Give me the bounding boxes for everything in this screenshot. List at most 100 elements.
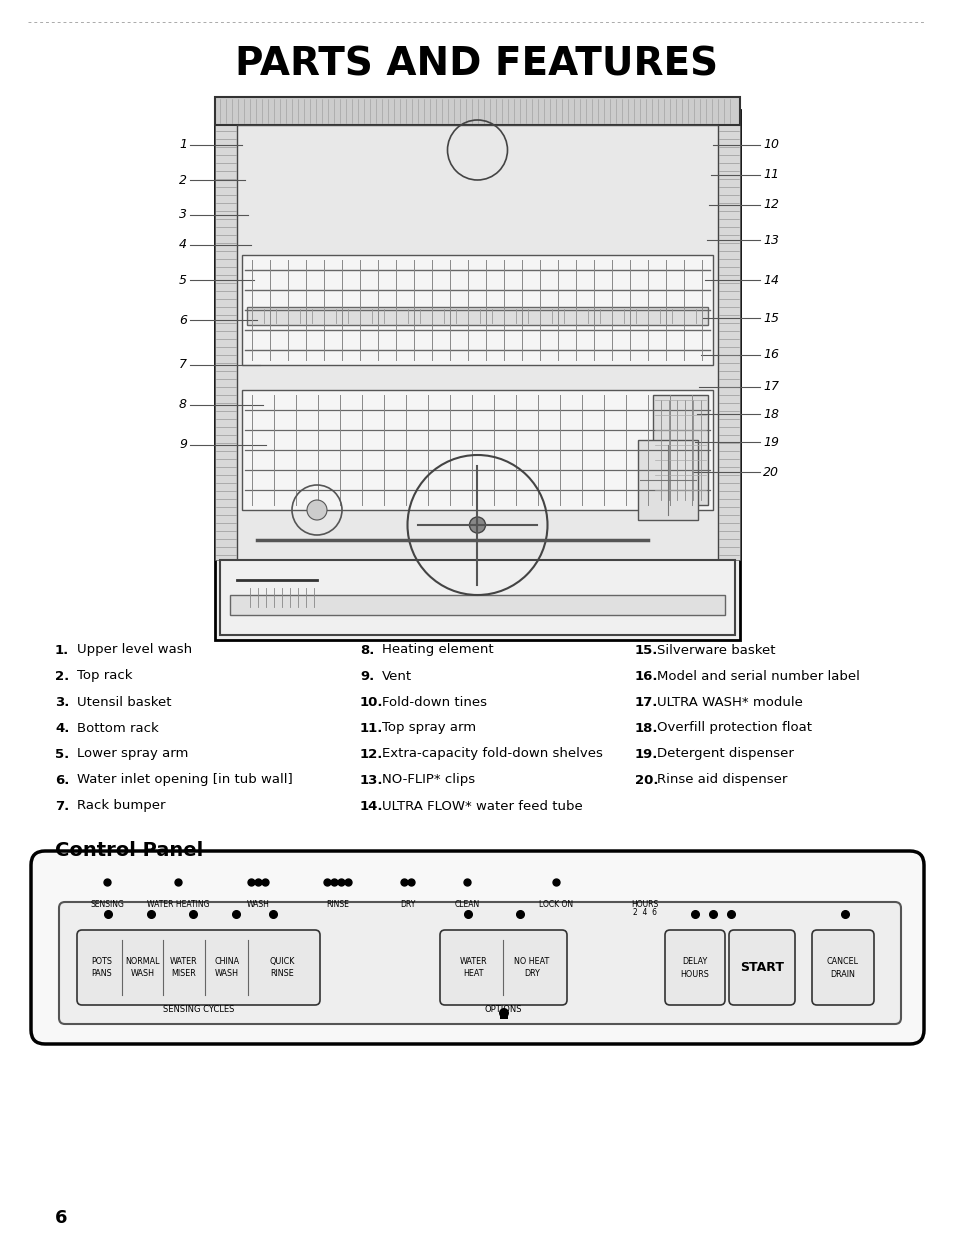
Text: 1: 1 bbox=[179, 139, 187, 151]
Text: 5: 5 bbox=[179, 274, 187, 286]
Text: 8.: 8. bbox=[359, 644, 374, 656]
Text: 19: 19 bbox=[762, 435, 779, 449]
Text: 6: 6 bbox=[179, 314, 187, 326]
Bar bbox=[718, 125, 740, 560]
Text: Rack bumper: Rack bumper bbox=[77, 800, 165, 812]
Text: 15: 15 bbox=[762, 311, 779, 325]
Text: NORMAL: NORMAL bbox=[126, 957, 160, 966]
Text: WASH: WASH bbox=[214, 968, 239, 978]
Bar bbox=[214, 125, 236, 560]
Text: POTS: POTS bbox=[91, 957, 112, 966]
Text: 7.: 7. bbox=[55, 800, 70, 812]
Text: 8: 8 bbox=[179, 398, 187, 412]
Bar bbox=[214, 110, 740, 640]
Bar bbox=[499, 1011, 507, 1019]
Text: WATER: WATER bbox=[459, 957, 487, 966]
Text: CANCEL: CANCEL bbox=[826, 957, 858, 966]
Text: 7: 7 bbox=[179, 358, 187, 372]
Text: Detergent dispenser: Detergent dispenser bbox=[657, 748, 793, 760]
Text: 2.: 2. bbox=[55, 670, 70, 682]
Text: 9: 9 bbox=[179, 439, 187, 451]
Text: WATER: WATER bbox=[170, 957, 197, 966]
Text: 12.: 12. bbox=[359, 748, 383, 760]
Text: ULTRA WASH* module: ULTRA WASH* module bbox=[657, 696, 802, 708]
Text: PANS: PANS bbox=[91, 968, 112, 978]
Text: OPTIONS: OPTIONS bbox=[484, 1004, 521, 1014]
FancyBboxPatch shape bbox=[77, 930, 319, 1004]
FancyBboxPatch shape bbox=[728, 930, 794, 1004]
Text: 5.: 5. bbox=[55, 748, 70, 760]
Text: SENSING CYCLES: SENSING CYCLES bbox=[163, 1004, 233, 1014]
Text: DRAIN: DRAIN bbox=[830, 970, 855, 980]
Text: NO-FLIP* clips: NO-FLIP* clips bbox=[381, 774, 475, 786]
Text: 15.: 15. bbox=[635, 644, 658, 656]
Bar bbox=[216, 467, 234, 480]
Text: Water inlet opening [in tub wall]: Water inlet opening [in tub wall] bbox=[77, 774, 293, 786]
Text: 14: 14 bbox=[762, 274, 779, 286]
Text: SENSING: SENSING bbox=[90, 900, 124, 909]
Text: 6.: 6. bbox=[55, 774, 70, 786]
Text: Fold-down tines: Fold-down tines bbox=[381, 696, 486, 708]
Text: 20.: 20. bbox=[635, 774, 658, 786]
Text: HEAT: HEAT bbox=[463, 968, 484, 978]
Text: 6: 6 bbox=[55, 1209, 68, 1228]
Text: 1.: 1. bbox=[55, 644, 70, 656]
Bar bbox=[245, 585, 314, 610]
Text: Rinse aid dispenser: Rinse aid dispenser bbox=[657, 774, 786, 786]
Text: Extra-capacity fold-down shelves: Extra-capacity fold-down shelves bbox=[381, 748, 602, 760]
Circle shape bbox=[469, 517, 485, 533]
Bar bbox=[638, 440, 698, 520]
Text: RINSE: RINSE bbox=[326, 900, 349, 909]
Text: LOCK ON: LOCK ON bbox=[538, 900, 573, 909]
Text: 2: 2 bbox=[179, 174, 187, 186]
Text: ULTRA FLOW* water feed tube: ULTRA FLOW* water feed tube bbox=[381, 800, 582, 812]
Text: 17: 17 bbox=[762, 381, 779, 393]
Text: 13.: 13. bbox=[359, 774, 383, 786]
Text: 3.: 3. bbox=[55, 696, 70, 708]
Text: 3: 3 bbox=[179, 208, 187, 222]
Text: 9.: 9. bbox=[359, 670, 374, 682]
Text: 4.: 4. bbox=[55, 722, 70, 734]
Bar bbox=[242, 391, 712, 510]
Text: DRY: DRY bbox=[523, 968, 539, 978]
Text: Vent: Vent bbox=[381, 670, 412, 682]
Text: 11: 11 bbox=[762, 169, 779, 181]
Text: HOURS: HOURS bbox=[631, 900, 658, 909]
Text: 2  4  6: 2 4 6 bbox=[633, 908, 657, 918]
FancyBboxPatch shape bbox=[664, 930, 724, 1004]
Text: HOURS: HOURS bbox=[679, 970, 709, 980]
Text: DELAY: DELAY bbox=[681, 957, 707, 966]
Text: RINSE: RINSE bbox=[270, 968, 294, 978]
Circle shape bbox=[307, 500, 327, 520]
Text: START: START bbox=[740, 961, 783, 973]
Text: 20: 20 bbox=[762, 465, 779, 479]
Text: 17.: 17. bbox=[635, 696, 658, 708]
FancyBboxPatch shape bbox=[439, 930, 566, 1004]
Text: 11.: 11. bbox=[359, 722, 383, 734]
Text: Silverware basket: Silverware basket bbox=[657, 644, 775, 656]
FancyBboxPatch shape bbox=[59, 901, 900, 1024]
Bar bbox=[230, 595, 724, 615]
Text: PARTS AND FEATURES: PARTS AND FEATURES bbox=[235, 46, 718, 84]
Text: 10.: 10. bbox=[359, 696, 383, 708]
Text: DRY: DRY bbox=[400, 900, 416, 909]
Text: 4: 4 bbox=[179, 238, 187, 252]
FancyBboxPatch shape bbox=[811, 930, 873, 1004]
Text: QUICK: QUICK bbox=[269, 957, 294, 966]
Circle shape bbox=[498, 1008, 509, 1018]
Text: Upper level wash: Upper level wash bbox=[77, 644, 192, 656]
Text: Utensil basket: Utensil basket bbox=[77, 696, 172, 708]
Text: CLEAN: CLEAN bbox=[454, 900, 479, 909]
Text: Model and serial number label: Model and serial number label bbox=[657, 670, 859, 682]
Text: 14.: 14. bbox=[359, 800, 383, 812]
Bar bbox=[236, 125, 718, 560]
Bar bbox=[247, 308, 707, 325]
Text: 12: 12 bbox=[762, 198, 779, 212]
Text: Heating element: Heating element bbox=[381, 644, 493, 656]
Text: NO HEAT: NO HEAT bbox=[514, 957, 549, 966]
Text: Overfill protection float: Overfill protection float bbox=[657, 722, 811, 734]
Text: WASH: WASH bbox=[246, 900, 269, 909]
Text: MISER: MISER bbox=[172, 968, 196, 978]
Bar bbox=[652, 396, 707, 505]
Text: Top spray arm: Top spray arm bbox=[381, 722, 476, 734]
